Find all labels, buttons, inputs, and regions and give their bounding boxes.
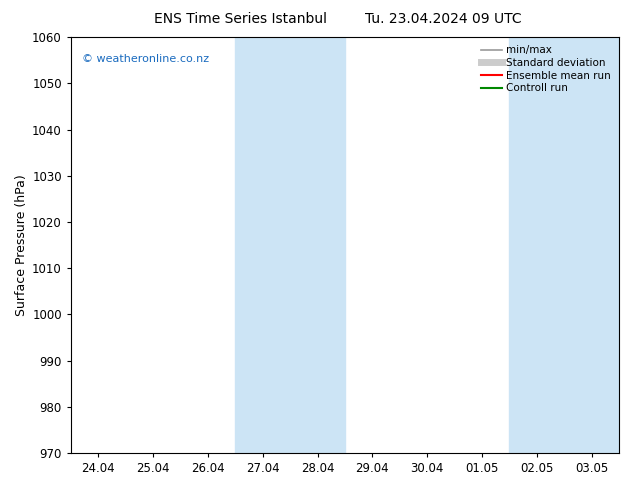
Y-axis label: Surface Pressure (hPa): Surface Pressure (hPa) <box>15 174 28 316</box>
Legend: min/max, Standard deviation, Ensemble mean run, Controll run: min/max, Standard deviation, Ensemble me… <box>478 42 614 97</box>
Text: Tu. 23.04.2024 09 UTC: Tu. 23.04.2024 09 UTC <box>365 12 522 26</box>
Text: ENS Time Series Istanbul: ENS Time Series Istanbul <box>155 12 327 26</box>
Bar <box>235 37 345 453</box>
Text: © weatheronline.co.nz: © weatheronline.co.nz <box>82 54 209 64</box>
Bar <box>509 37 619 453</box>
